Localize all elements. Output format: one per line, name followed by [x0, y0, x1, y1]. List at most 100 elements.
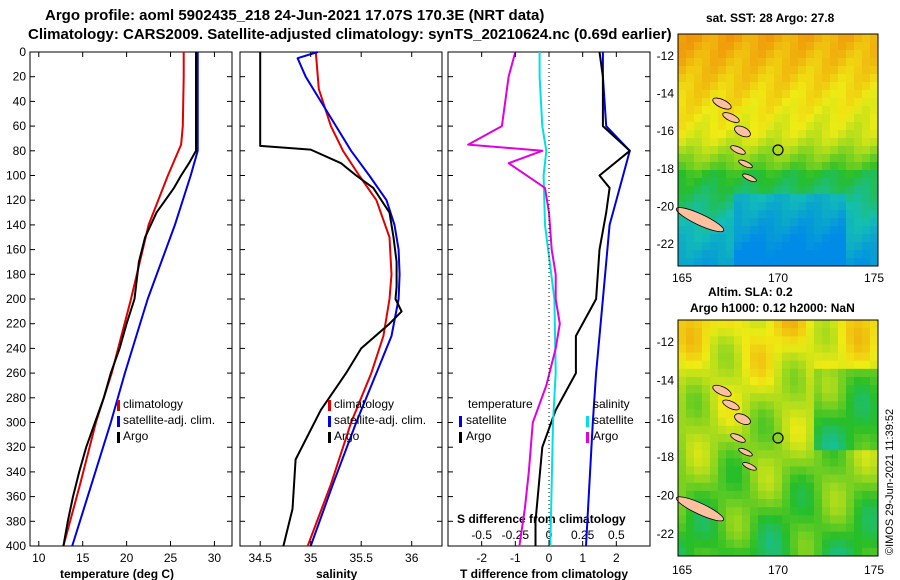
- map-cell: [742, 507, 751, 516]
- map-cell: [846, 515, 855, 524]
- map-cell: [870, 499, 879, 508]
- depth-tick-label: 340: [6, 465, 26, 479]
- depth-tick-label: 400: [6, 539, 26, 553]
- map-cell: [830, 499, 839, 508]
- map-cell: [742, 474, 751, 484]
- map-cell: [838, 58, 847, 67]
- map-cell: [814, 50, 823, 59]
- map-cell: [870, 507, 879, 516]
- map-cell: [678, 122, 687, 131]
- map-cell: [870, 58, 879, 67]
- map-cell: [710, 401, 719, 410]
- map-cell: [718, 442, 727, 451]
- map-cell: [694, 409, 703, 419]
- map-cell: [710, 547, 719, 557]
- map-cell: [790, 114, 799, 123]
- map-cell: [718, 417, 727, 427]
- map-cell: [774, 210, 783, 219]
- map-cell: [830, 450, 839, 459]
- map-cell: [814, 194, 823, 203]
- map-cell: [838, 74, 847, 83]
- map-cell: [830, 66, 839, 75]
- map-cell: [702, 202, 711, 211]
- map-cell: [702, 499, 711, 508]
- map-cell: [846, 250, 855, 259]
- map-cell: [742, 138, 751, 147]
- map-cell: [678, 515, 687, 524]
- map-cell: [838, 234, 847, 243]
- map-cell: [710, 474, 719, 484]
- map-cell: [870, 401, 879, 410]
- map-cell: [774, 515, 783, 524]
- map-cell: [806, 234, 815, 243]
- map-cell: [814, 368, 823, 378]
- map-cell: [782, 58, 791, 67]
- map-cell: [870, 328, 879, 337]
- map-cell: [782, 425, 791, 435]
- map-cell: [870, 425, 879, 435]
- map-cell: [814, 344, 823, 353]
- map-cell: [806, 376, 815, 386]
- map-cell: [782, 499, 791, 508]
- map-cell: [798, 490, 807, 500]
- map-cell: [774, 482, 783, 492]
- depth-tick-label: 380: [6, 514, 26, 528]
- map-cell: [766, 58, 775, 67]
- map-cell: [798, 515, 807, 524]
- map-cell: [758, 114, 767, 123]
- map-cell: [686, 226, 695, 235]
- map-cell: [798, 352, 807, 362]
- map-cell: [806, 146, 815, 155]
- map-cell: [838, 515, 847, 524]
- map-cell: [870, 42, 879, 51]
- map-cell: [734, 499, 743, 508]
- map-cell: [806, 393, 815, 402]
- map-cell: [846, 523, 855, 532]
- map-cell: [766, 385, 775, 394]
- map-cell: [734, 106, 743, 115]
- map-cell: [790, 482, 799, 492]
- map-cell: [774, 442, 783, 451]
- map-cell: [710, 258, 719, 267]
- map-cell: [710, 146, 719, 155]
- s-difference-tick-labels: -0.5 -0.25 0 0.25 0.5: [471, 528, 625, 542]
- map-cell: [806, 218, 815, 227]
- map-cell: [742, 202, 751, 211]
- map-cell: [758, 352, 767, 362]
- map-cell: [838, 202, 847, 211]
- map-cell: [686, 376, 695, 386]
- map-cell: [846, 74, 855, 83]
- map-cell: [686, 34, 695, 43]
- map-cell: [806, 66, 815, 75]
- map-cell: [694, 58, 703, 67]
- map-cell: [734, 218, 743, 227]
- map-cell: [742, 234, 751, 243]
- series-line-t-argo: [534, 51, 631, 546]
- map-cell: [846, 258, 855, 267]
- map-cell: [742, 226, 751, 235]
- map-cell: [854, 170, 863, 179]
- map-cell: [830, 490, 839, 500]
- map-cell: [870, 162, 879, 171]
- map-cell: [814, 106, 823, 115]
- map-cell: [678, 114, 687, 123]
- xtick-label: 25: [164, 551, 178, 565]
- map-cell: [686, 401, 695, 410]
- map-cell: [678, 320, 687, 329]
- map-cell: [710, 523, 719, 532]
- map-cell: [814, 385, 823, 394]
- map-cell: [798, 258, 807, 267]
- map-cell: [678, 106, 687, 115]
- map-cell: [766, 344, 775, 353]
- map-cell: [790, 368, 799, 378]
- map-cell: [830, 401, 839, 410]
- map-cell: [790, 393, 799, 402]
- island: [734, 125, 751, 138]
- map-cell: [694, 162, 703, 171]
- map-cell: [814, 42, 823, 51]
- map-cell: [846, 34, 855, 43]
- map-cell: [750, 336, 759, 345]
- map-cell: [758, 409, 767, 419]
- map-cell: [758, 130, 767, 139]
- map-cell: [846, 344, 855, 353]
